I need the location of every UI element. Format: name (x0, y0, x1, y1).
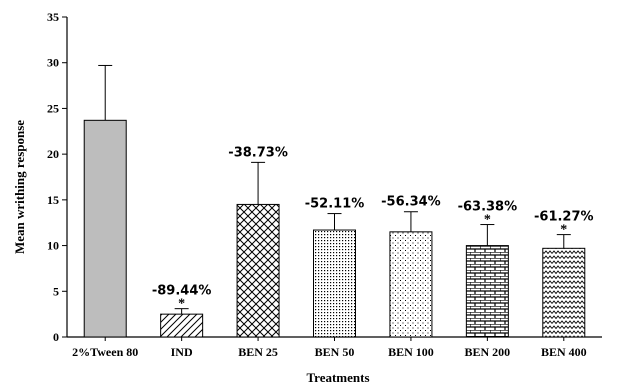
bar (236, 203, 280, 338)
x-tick-label: BEN 50 (315, 345, 355, 359)
y-tick-label: 25 (47, 101, 59, 115)
x-tick-label: BEN 25 (238, 345, 278, 359)
x-axis-title: Treatments (306, 370, 369, 385)
data-label: -38.73% (228, 145, 288, 160)
bar (389, 231, 433, 338)
x-tick-label: BEN 400 (541, 345, 587, 359)
x-tick-label: 2%Tween 80 (72, 345, 138, 359)
x-tick-label: BEN 200 (465, 345, 511, 359)
bar (465, 245, 509, 338)
y-tick-label: 35 (47, 10, 59, 24)
data-label: -52.11% (305, 197, 365, 212)
y-axis-title: Mean writhing response (12, 120, 27, 254)
x-tick-label: BEN 100 (388, 345, 434, 359)
bar (160, 313, 204, 338)
y-tick-label: 10 (47, 239, 59, 253)
bar (313, 229, 356, 338)
significance-star: * (560, 223, 567, 238)
y-tick-label: 30 (47, 56, 59, 70)
y-tick-label: 20 (47, 147, 59, 161)
data-label: -56.34% (381, 195, 441, 210)
y-tick-label: 5 (53, 284, 59, 298)
y-tick-label: 15 (47, 193, 59, 207)
data-label: -89.44% (152, 284, 212, 299)
x-tick-label: IND (171, 345, 193, 359)
data-label: -63.38% (458, 200, 518, 215)
bar (542, 247, 586, 338)
y-tick-label: 0 (53, 330, 59, 344)
significance-star: * (178, 297, 185, 312)
significance-star: * (484, 213, 491, 228)
data-label: -61.27% (534, 210, 594, 225)
bar (83, 119, 127, 338)
